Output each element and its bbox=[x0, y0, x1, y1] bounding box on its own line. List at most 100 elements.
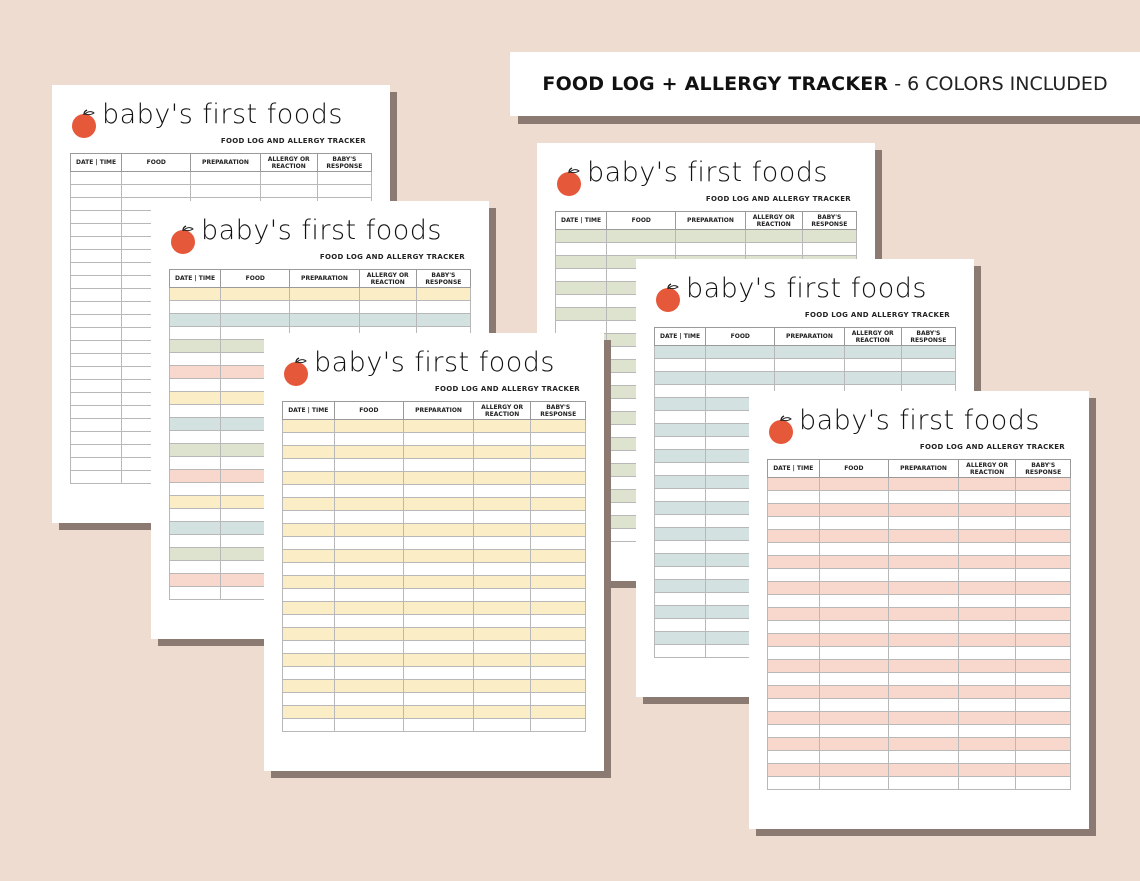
table-cell bbox=[767, 672, 820, 686]
col-food: FOOD bbox=[705, 327, 776, 346]
table-cell bbox=[957, 685, 1017, 699]
table-cell bbox=[888, 698, 959, 712]
orange-icon bbox=[171, 225, 195, 254]
table-cell bbox=[957, 503, 1017, 517]
table-cell bbox=[168, 521, 222, 535]
table-row bbox=[767, 529, 1071, 543]
table-cell bbox=[888, 516, 959, 530]
table-cell bbox=[333, 523, 405, 537]
table-row bbox=[282, 666, 586, 680]
table-cell bbox=[900, 371, 957, 385]
table-cell bbox=[472, 549, 532, 563]
table-cell bbox=[653, 488, 707, 502]
table-row bbox=[168, 313, 472, 327]
col-food: FOOD bbox=[220, 269, 291, 288]
header-banner: FOOD LOG + ALLERGY TRACKER - 6 COLORS IN… bbox=[510, 52, 1140, 116]
table-cell bbox=[957, 633, 1017, 647]
table-row bbox=[282, 484, 586, 498]
sheet-title: baby's first foods bbox=[201, 215, 442, 246]
table-cell bbox=[69, 457, 123, 471]
col-preparation: PREPARATION bbox=[774, 327, 845, 346]
table-row bbox=[282, 614, 586, 628]
table-cell bbox=[818, 711, 890, 725]
col-response: BABY'S RESPONSE bbox=[801, 211, 858, 230]
col-response: BABY'S RESPONSE bbox=[530, 401, 586, 420]
table-cell bbox=[121, 184, 192, 198]
table-cell bbox=[403, 640, 474, 654]
table-cell bbox=[767, 490, 820, 504]
table-row bbox=[282, 445, 586, 459]
table-cell bbox=[554, 268, 608, 282]
table-cell bbox=[472, 614, 532, 628]
table-cell bbox=[767, 555, 820, 569]
table-cell bbox=[530, 601, 586, 615]
sheet-yellow: baby's first foods FOOD LOG AND ALLERGY … bbox=[264, 333, 604, 771]
table-cell bbox=[653, 540, 707, 554]
table-cell bbox=[282, 705, 335, 719]
table-cell bbox=[333, 705, 405, 719]
table-cell bbox=[333, 445, 405, 459]
table-cell bbox=[282, 601, 335, 615]
table-cell bbox=[767, 607, 820, 621]
table-row bbox=[554, 229, 858, 243]
table-cell bbox=[168, 365, 222, 379]
table-cell bbox=[403, 614, 474, 628]
table-cell bbox=[472, 575, 532, 589]
table-cell bbox=[168, 482, 222, 496]
table-cell bbox=[282, 432, 335, 446]
table-cell bbox=[333, 679, 405, 693]
table-cell bbox=[818, 672, 890, 686]
table-cell bbox=[190, 184, 261, 198]
table-cell bbox=[888, 685, 959, 699]
table-cell bbox=[767, 568, 820, 582]
table-cell bbox=[801, 229, 858, 243]
table-cell bbox=[415, 300, 472, 314]
table-cell bbox=[900, 358, 957, 372]
sheet-title: baby's first foods bbox=[314, 347, 555, 378]
table-cell bbox=[957, 555, 1017, 569]
table-cell bbox=[888, 776, 959, 790]
table-cell bbox=[472, 432, 532, 446]
table-cell bbox=[1015, 659, 1071, 673]
table-cell bbox=[530, 705, 586, 719]
table-cell bbox=[767, 750, 820, 764]
table-cell bbox=[220, 313, 291, 327]
table-cell bbox=[530, 484, 586, 498]
table-cell bbox=[818, 698, 890, 712]
table-row bbox=[282, 419, 586, 433]
sheet-subtitle: FOOD LOG AND ALLERGY TRACKER bbox=[919, 443, 1065, 451]
table-cell bbox=[653, 462, 707, 476]
table-cell bbox=[168, 534, 222, 548]
table-cell bbox=[818, 659, 890, 673]
sheet-subtitle: FOOD LOG AND ALLERGY TRACKER bbox=[705, 195, 851, 203]
table-cell bbox=[653, 618, 707, 632]
table-cell bbox=[900, 345, 957, 359]
col-food: FOOD bbox=[333, 401, 405, 420]
table-cell bbox=[69, 418, 123, 432]
table-cell bbox=[282, 627, 335, 641]
table-cell bbox=[168, 300, 222, 314]
table-cell bbox=[168, 443, 222, 457]
table-cell bbox=[957, 581, 1017, 595]
table-cell bbox=[744, 229, 803, 243]
table-row bbox=[282, 549, 586, 563]
table-cell bbox=[818, 568, 890, 582]
table-cell bbox=[168, 339, 222, 353]
table-cell bbox=[69, 392, 123, 406]
col-allergy: ALLERGY OR REACTION bbox=[957, 459, 1017, 478]
table-cell bbox=[403, 718, 474, 732]
table-cell bbox=[168, 508, 222, 522]
table-cell bbox=[888, 737, 959, 751]
table-cell bbox=[333, 614, 405, 628]
table-cell bbox=[403, 653, 474, 667]
table-cell bbox=[957, 659, 1017, 673]
table-row bbox=[282, 523, 586, 537]
table-cell bbox=[168, 573, 222, 587]
col-food: FOOD bbox=[818, 459, 890, 478]
table-cell bbox=[888, 750, 959, 764]
table-cell bbox=[282, 510, 335, 524]
table-cell bbox=[168, 352, 222, 366]
table-cell bbox=[472, 458, 532, 472]
table-cell bbox=[957, 620, 1017, 634]
table-row bbox=[767, 607, 1071, 621]
